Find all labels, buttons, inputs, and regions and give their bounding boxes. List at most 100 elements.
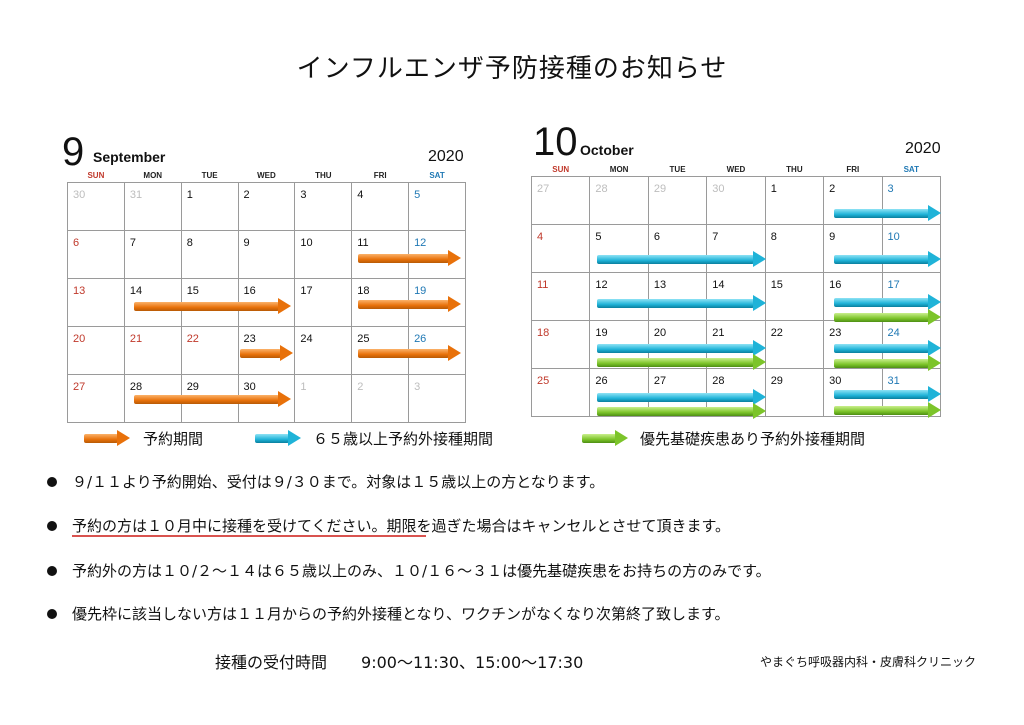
day-number: 18 <box>357 285 370 297</box>
day-number: 17 <box>300 285 313 297</box>
calendar-week-row: 30 31 1 2 3 4 5 <box>67 182 466 231</box>
day-number: 21 <box>129 333 143 345</box>
legend-over65-label: ６５歳以上予約外接種期間 <box>313 430 494 448</box>
day-number: 25 <box>357 333 370 345</box>
day-number: 23 <box>829 327 842 339</box>
period-arrow <box>597 354 766 370</box>
calendar-day-cell: 5 <box>589 224 649 273</box>
day-number: 8 <box>770 231 777 243</box>
calendar-day-cell: 20 <box>67 326 125 375</box>
weekday-sat: SAT <box>903 164 919 174</box>
day-number: 3 <box>414 381 421 393</box>
calendar-day-cell: 31 <box>123 182 182 231</box>
calendar-day-cell: 16 <box>823 272 883 321</box>
day-number: 5 <box>595 231 602 243</box>
day-number: 2 <box>357 381 364 393</box>
day-number: 2 <box>829 183 836 195</box>
period-arrow <box>358 345 461 361</box>
bullet-icon <box>47 477 57 487</box>
calendar-day-cell: 7 <box>123 230 182 279</box>
calendar-day-cell: 21 <box>123 326 182 375</box>
day-number: 10 <box>887 231 900 243</box>
day-number: 6 <box>73 237 80 249</box>
calendar-day-cell: 22 <box>764 320 825 369</box>
day-number: 10 <box>300 237 313 249</box>
legend-priority-arrow <box>582 430 628 446</box>
september-month-name: September <box>93 149 166 165</box>
day-number: 21 <box>712 327 725 339</box>
day-number: 16 <box>243 285 256 297</box>
day-number: 12 <box>414 237 427 249</box>
weekday-sun: SUN <box>87 170 105 180</box>
calendar-day-cell: 11 <box>530 272 591 321</box>
day-number: 13 <box>653 279 667 291</box>
day-number: 17 <box>887 279 900 291</box>
period-arrow <box>134 298 291 314</box>
day-number: 11 <box>357 237 369 249</box>
day-number: 27 <box>537 183 550 195</box>
calendar-day-cell: 4 <box>351 182 410 231</box>
september-calendar: SUN MON TUE WED THU FRI SAT 30 31 1 2 3 4 5 6 7 8 9 10 11 12… <box>67 168 466 423</box>
day-number: 13 <box>73 285 86 297</box>
calendar-day-cell: 5 <box>408 182 466 231</box>
note-2: 予約の方は１０月中に接種を受けてください。期限を過ぎた場合はキャンセルとさせて頂… <box>72 517 731 535</box>
day-number: 14 <box>712 279 725 291</box>
calendar-day-cell: 8 <box>764 224 825 273</box>
day-number: 28 <box>129 381 143 393</box>
calendar-day-cell: 29 <box>647 176 708 225</box>
weekday-sat: SAT <box>429 170 445 180</box>
calendar-day-cell: 30 <box>67 182 125 231</box>
day-number: 31 <box>129 189 143 201</box>
day-number: 30 <box>829 375 842 387</box>
day-number: 31 <box>887 375 900 387</box>
day-number: 19 <box>595 327 608 339</box>
note-3: 予約外の方は１０/２〜１４は６５歳以上のみ、１０/１６〜３１は優先基礎疾患をお持… <box>72 562 771 580</box>
calendar-day-cell: 24 <box>294 326 353 375</box>
weekday-tue: TUE <box>669 164 686 174</box>
day-number: 4 <box>357 189 364 201</box>
day-number: 18 <box>537 327 550 339</box>
calendar-day-cell: 17 <box>294 278 353 327</box>
page-title: インフルエンザ予防接種のお知らせ <box>296 54 728 84</box>
day-number: 29 <box>653 183 667 195</box>
calendar-day-cell: 4 <box>530 224 591 273</box>
weekday-thu: THU <box>315 170 332 180</box>
october-month-number: 10 <box>533 120 578 164</box>
day-number: 8 <box>186 237 193 249</box>
period-arrow <box>240 345 293 361</box>
weekday-fri: FRI <box>373 170 387 180</box>
reception-hours-value: 9:00〜11:30、15:00〜17:30 <box>361 653 584 672</box>
period-arrow <box>597 403 766 419</box>
legend-over65-arrow <box>255 430 301 446</box>
calendar-day-cell: 8 <box>180 230 239 279</box>
clinic-name: やまぐち呼吸器内科・皮膚科クリニック <box>760 655 977 669</box>
legend-priority-label: 優先基礎疾患あり予約外接種期間 <box>640 430 866 448</box>
day-number: 30 <box>712 183 725 195</box>
day-number: 4 <box>537 231 544 243</box>
period-arrow <box>834 355 941 371</box>
calendar-day-cell: 29 <box>764 368 825 417</box>
bullet-icon <box>47 609 57 619</box>
day-number: 29 <box>186 381 199 393</box>
calendar-day-cell: 9 <box>237 230 296 279</box>
weekday-thu: THU <box>786 164 803 174</box>
period-arrow <box>597 389 766 405</box>
day-number: 22 <box>186 333 199 345</box>
day-number: 20 <box>653 327 667 339</box>
bullet-icon <box>47 521 57 531</box>
period-arrow <box>134 391 291 407</box>
period-arrow <box>834 340 941 356</box>
period-arrow <box>834 205 941 221</box>
day-number: 27 <box>653 375 667 387</box>
day-number: 6 <box>653 231 660 243</box>
day-number: 15 <box>186 285 199 297</box>
calendar-day-cell: 22 <box>180 326 239 375</box>
calendar-week-row: 6 7 8 9 10 11 12 <box>67 230 466 279</box>
calendar-day-cell: 2 <box>351 374 410 423</box>
calendar-day-cell: 9 <box>823 224 883 273</box>
day-number: 29 <box>770 375 783 387</box>
day-number: 25 <box>537 375 550 387</box>
calendar-day-cell: 3 <box>294 182 353 231</box>
weekday-mon: MON <box>609 164 629 174</box>
calendar-day-cell: 1 <box>180 182 239 231</box>
